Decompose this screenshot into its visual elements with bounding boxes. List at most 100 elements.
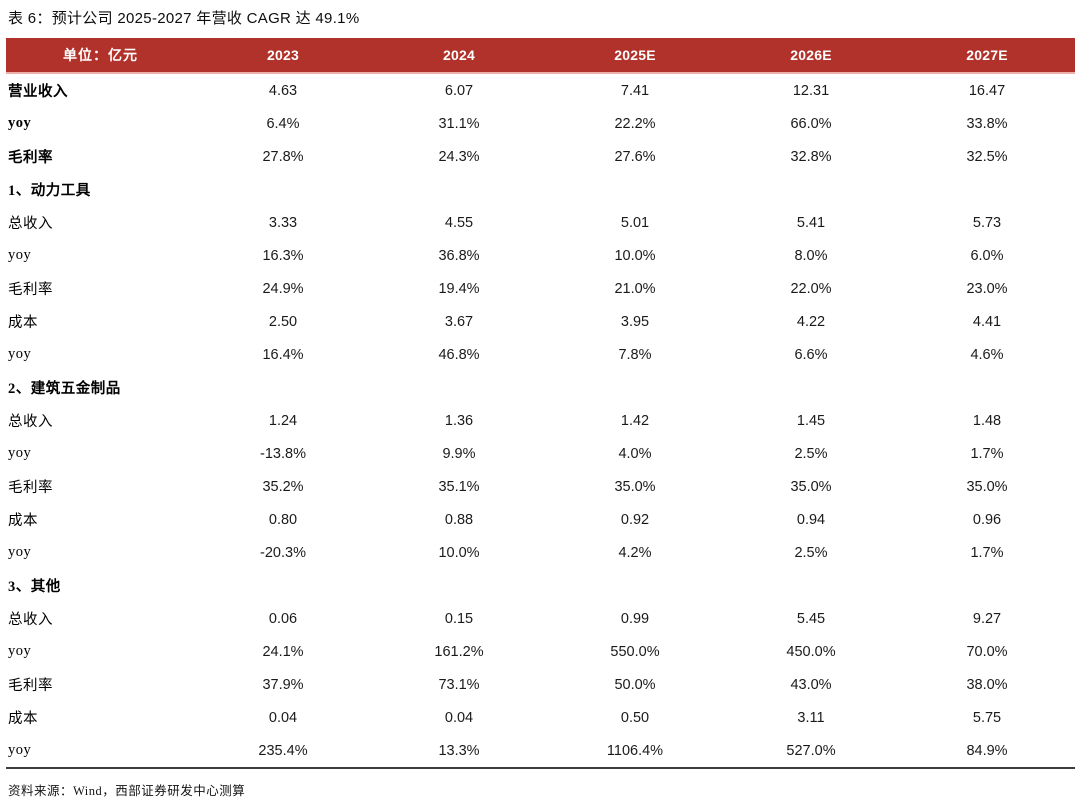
value-cell: 35.2% <box>262 478 304 495</box>
table-row: yoy -20.3% 10.0% 4.2% 2.5% 1.7% <box>6 536 1075 569</box>
value-cell: 16.4% <box>262 346 304 363</box>
section-label: 2、建筑五金制品 <box>8 381 121 397</box>
value-cell: 70.0% <box>966 643 1008 660</box>
table-row: yoy 24.1% 161.2% 550.0% 450.0% 70.0% <box>6 635 1075 668</box>
value-cell: 9.27 <box>972 610 1002 627</box>
table-row: yoy 16.4% 46.8% 7.8% 6.6% 4.6% <box>6 338 1075 371</box>
row-label: yoy <box>8 544 32 560</box>
value-cell: 0.88 <box>444 511 474 528</box>
value-cell: -13.8% <box>260 445 306 462</box>
section-row: 2、建筑五金制品 <box>6 371 1075 404</box>
section-label: 3、其他 <box>8 579 61 595</box>
value-cell: 0.96 <box>972 511 1002 528</box>
value-cell: 50.0% <box>614 676 656 693</box>
value-cell: 4.41 <box>972 313 1002 330</box>
section-label: 1、动力工具 <box>8 183 91 199</box>
value-cell: 12.31 <box>792 82 830 99</box>
row-label: 成本 <box>8 513 38 529</box>
value-cell: 4.2% <box>618 544 652 561</box>
unit-header-cell: 单位：亿元 <box>6 38 195 74</box>
row-label: yoy <box>8 115 32 131</box>
value-cell: 7.41 <box>620 82 650 99</box>
value-cell: 22.2% <box>614 115 656 132</box>
value-cell: -20.3% <box>260 544 306 561</box>
value-cell: 21.0% <box>614 280 656 297</box>
value-cell: 13.3% <box>438 742 480 759</box>
value-cell <box>195 371 371 404</box>
row-label: yoy <box>8 445 32 461</box>
table-row: 总收入 0.06 0.15 0.99 5.45 9.27 <box>6 602 1075 635</box>
value-cell: 35.0% <box>966 478 1008 495</box>
value-cell <box>723 569 899 602</box>
table-row: yoy 6.4% 31.1% 22.2% 66.0% 33.8% <box>6 107 1075 140</box>
table-title: 表 6：预计公司 2025-2027 年营收 CAGR 达 49.1% <box>8 10 360 27</box>
data-source-note: 资料来源：Wind，西部证券研发中心测算 <box>8 784 246 797</box>
value-cell: 4.6% <box>970 346 1004 363</box>
table-header-row: 单位：亿元 2023 2024 2025E 2026E 2027E <box>6 38 1075 74</box>
value-cell: 38.0% <box>966 676 1008 693</box>
value-cell <box>723 371 899 404</box>
table-row: 成本 0.04 0.04 0.50 3.11 5.75 <box>6 701 1075 734</box>
value-cell: 10.0% <box>438 544 480 561</box>
value-cell: 3.11 <box>797 709 825 726</box>
value-cell <box>723 173 899 206</box>
value-cell: 1.45 <box>796 412 826 429</box>
table-row: yoy 235.4% 13.3% 1106.4% 527.0% 84.9% <box>6 734 1075 768</box>
section-row: 1、动力工具 <box>6 173 1075 206</box>
value-cell: 24.3% <box>438 148 480 165</box>
value-cell: 4.63 <box>268 82 298 99</box>
table-row: 总收入 1.24 1.36 1.42 1.45 1.48 <box>6 404 1075 437</box>
row-label: yoy <box>8 742 32 758</box>
value-cell <box>371 569 547 602</box>
value-cell: 9.9% <box>442 445 476 462</box>
value-cell: 5.41 <box>796 214 826 231</box>
row-label: yoy <box>8 643 32 659</box>
value-cell <box>899 173 1075 206</box>
table-row: 营业收入 4.63 6.07 7.41 12.31 16.47 <box>6 73 1075 107</box>
table-row: 毛利率 35.2% 35.1% 35.0% 35.0% 35.0% <box>6 470 1075 503</box>
table-row: 毛利率 37.9% 73.1% 50.0% 43.0% 38.0% <box>6 668 1075 701</box>
value-cell: 235.4% <box>258 742 308 759</box>
year-header-cell: 2024 <box>371 38 547 74</box>
table-row: yoy 16.3% 36.8% 10.0% 8.0% 6.0% <box>6 239 1075 272</box>
value-cell: 0.94 <box>796 511 826 528</box>
table-header: 单位：亿元 2023 2024 2025E 2026E 2027E <box>6 38 1075 74</box>
value-cell <box>371 173 547 206</box>
value-cell: 16.47 <box>968 82 1006 99</box>
value-cell: 16.3% <box>262 247 304 264</box>
value-cell: 5.01 <box>620 214 650 231</box>
value-cell: 4.0% <box>618 445 652 462</box>
value-cell: 0.80 <box>268 511 298 528</box>
value-cell: 32.5% <box>966 148 1008 165</box>
value-cell: 5.75 <box>972 709 1002 726</box>
value-cell: 7.8% <box>618 346 652 363</box>
table-row: 毛利率 27.8% 24.3% 27.6% 32.8% 32.5% <box>6 140 1075 173</box>
value-cell: 22.0% <box>790 280 832 297</box>
value-cell: 2.50 <box>268 313 298 330</box>
value-cell <box>899 371 1075 404</box>
section-row: 3、其他 <box>6 569 1075 602</box>
value-cell: 32.8% <box>790 148 832 165</box>
value-cell <box>547 569 723 602</box>
value-cell: 1.7% <box>970 544 1004 561</box>
value-cell: 3.33 <box>268 214 298 231</box>
value-cell <box>371 371 547 404</box>
value-cell: 1.48 <box>972 412 1002 429</box>
row-label: yoy <box>8 346 32 362</box>
value-cell: 27.6% <box>614 148 656 165</box>
row-label: 总收入 <box>8 414 53 430</box>
row-label: 总收入 <box>8 216 53 232</box>
value-cell: 0.99 <box>620 610 650 627</box>
value-cell: 0.50 <box>620 709 650 726</box>
forecast-table: 单位：亿元 2023 2024 2025E 2026E 2027E 营业收入 4.63 6.0… <box>6 38 1075 769</box>
row-label: 毛利率 <box>8 282 53 298</box>
value-cell: 0.04 <box>444 709 474 726</box>
table-row: 总收入 3.33 4.55 5.01 5.41 5.73 <box>6 206 1075 239</box>
row-label: 营业收入 <box>8 84 68 100</box>
row-label: 毛利率 <box>8 480 53 496</box>
value-cell: 24.1% <box>262 643 304 660</box>
year-header-cell: 2025E <box>547 38 723 74</box>
value-cell: 37.9% <box>262 676 304 693</box>
value-cell: 35.0% <box>790 478 832 495</box>
